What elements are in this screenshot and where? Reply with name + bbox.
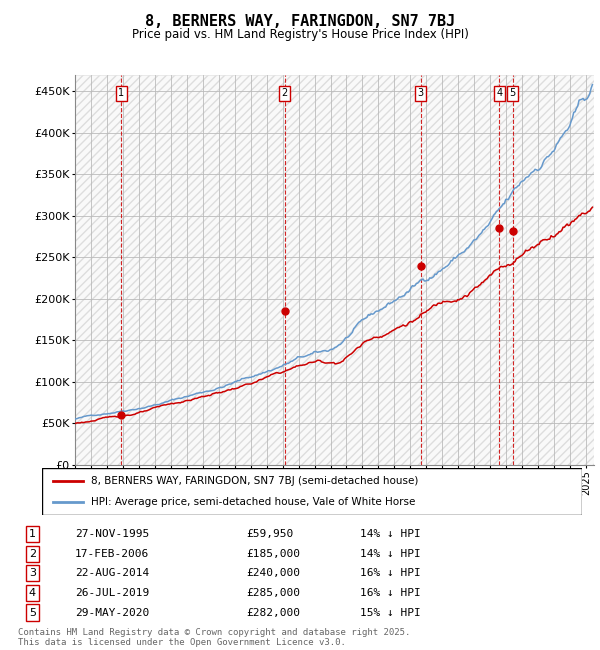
Text: 3: 3 [418, 88, 424, 98]
Text: 8, BERNERS WAY, FARINGDON, SN7 7BJ: 8, BERNERS WAY, FARINGDON, SN7 7BJ [145, 14, 455, 29]
Text: 2: 2 [281, 88, 287, 98]
FancyBboxPatch shape [42, 468, 582, 515]
Text: 16% ↓ HPI: 16% ↓ HPI [360, 588, 421, 598]
Text: 1: 1 [29, 529, 36, 539]
Text: Price paid vs. HM Land Registry's House Price Index (HPI): Price paid vs. HM Land Registry's House … [131, 28, 469, 41]
Text: 4: 4 [29, 588, 36, 598]
Text: 5: 5 [509, 88, 516, 98]
Text: 4: 4 [496, 88, 502, 98]
Text: 17-FEB-2006: 17-FEB-2006 [75, 549, 149, 559]
Text: £285,000: £285,000 [246, 588, 300, 598]
Text: Contains HM Land Registry data © Crown copyright and database right 2025.
This d: Contains HM Land Registry data © Crown c… [18, 628, 410, 647]
Text: 14% ↓ HPI: 14% ↓ HPI [360, 529, 421, 539]
Text: 14% ↓ HPI: 14% ↓ HPI [360, 549, 421, 559]
Text: £240,000: £240,000 [246, 568, 300, 578]
Text: 16% ↓ HPI: 16% ↓ HPI [360, 568, 421, 578]
Text: 2: 2 [29, 549, 36, 559]
Text: £282,000: £282,000 [246, 608, 300, 617]
Text: HPI: Average price, semi-detached house, Vale of White Horse: HPI: Average price, semi-detached house,… [91, 497, 415, 507]
Text: 3: 3 [29, 568, 36, 578]
Text: £59,950: £59,950 [246, 529, 293, 539]
Text: 26-JUL-2019: 26-JUL-2019 [75, 588, 149, 598]
Text: 1: 1 [118, 88, 124, 98]
Text: £185,000: £185,000 [246, 549, 300, 559]
Text: 5: 5 [29, 608, 36, 617]
Text: 8, BERNERS WAY, FARINGDON, SN7 7BJ (semi-detached house): 8, BERNERS WAY, FARINGDON, SN7 7BJ (semi… [91, 476, 418, 486]
Text: 22-AUG-2014: 22-AUG-2014 [75, 568, 149, 578]
Text: 15% ↓ HPI: 15% ↓ HPI [360, 608, 421, 617]
Text: 27-NOV-1995: 27-NOV-1995 [75, 529, 149, 539]
Text: 29-MAY-2020: 29-MAY-2020 [75, 608, 149, 617]
